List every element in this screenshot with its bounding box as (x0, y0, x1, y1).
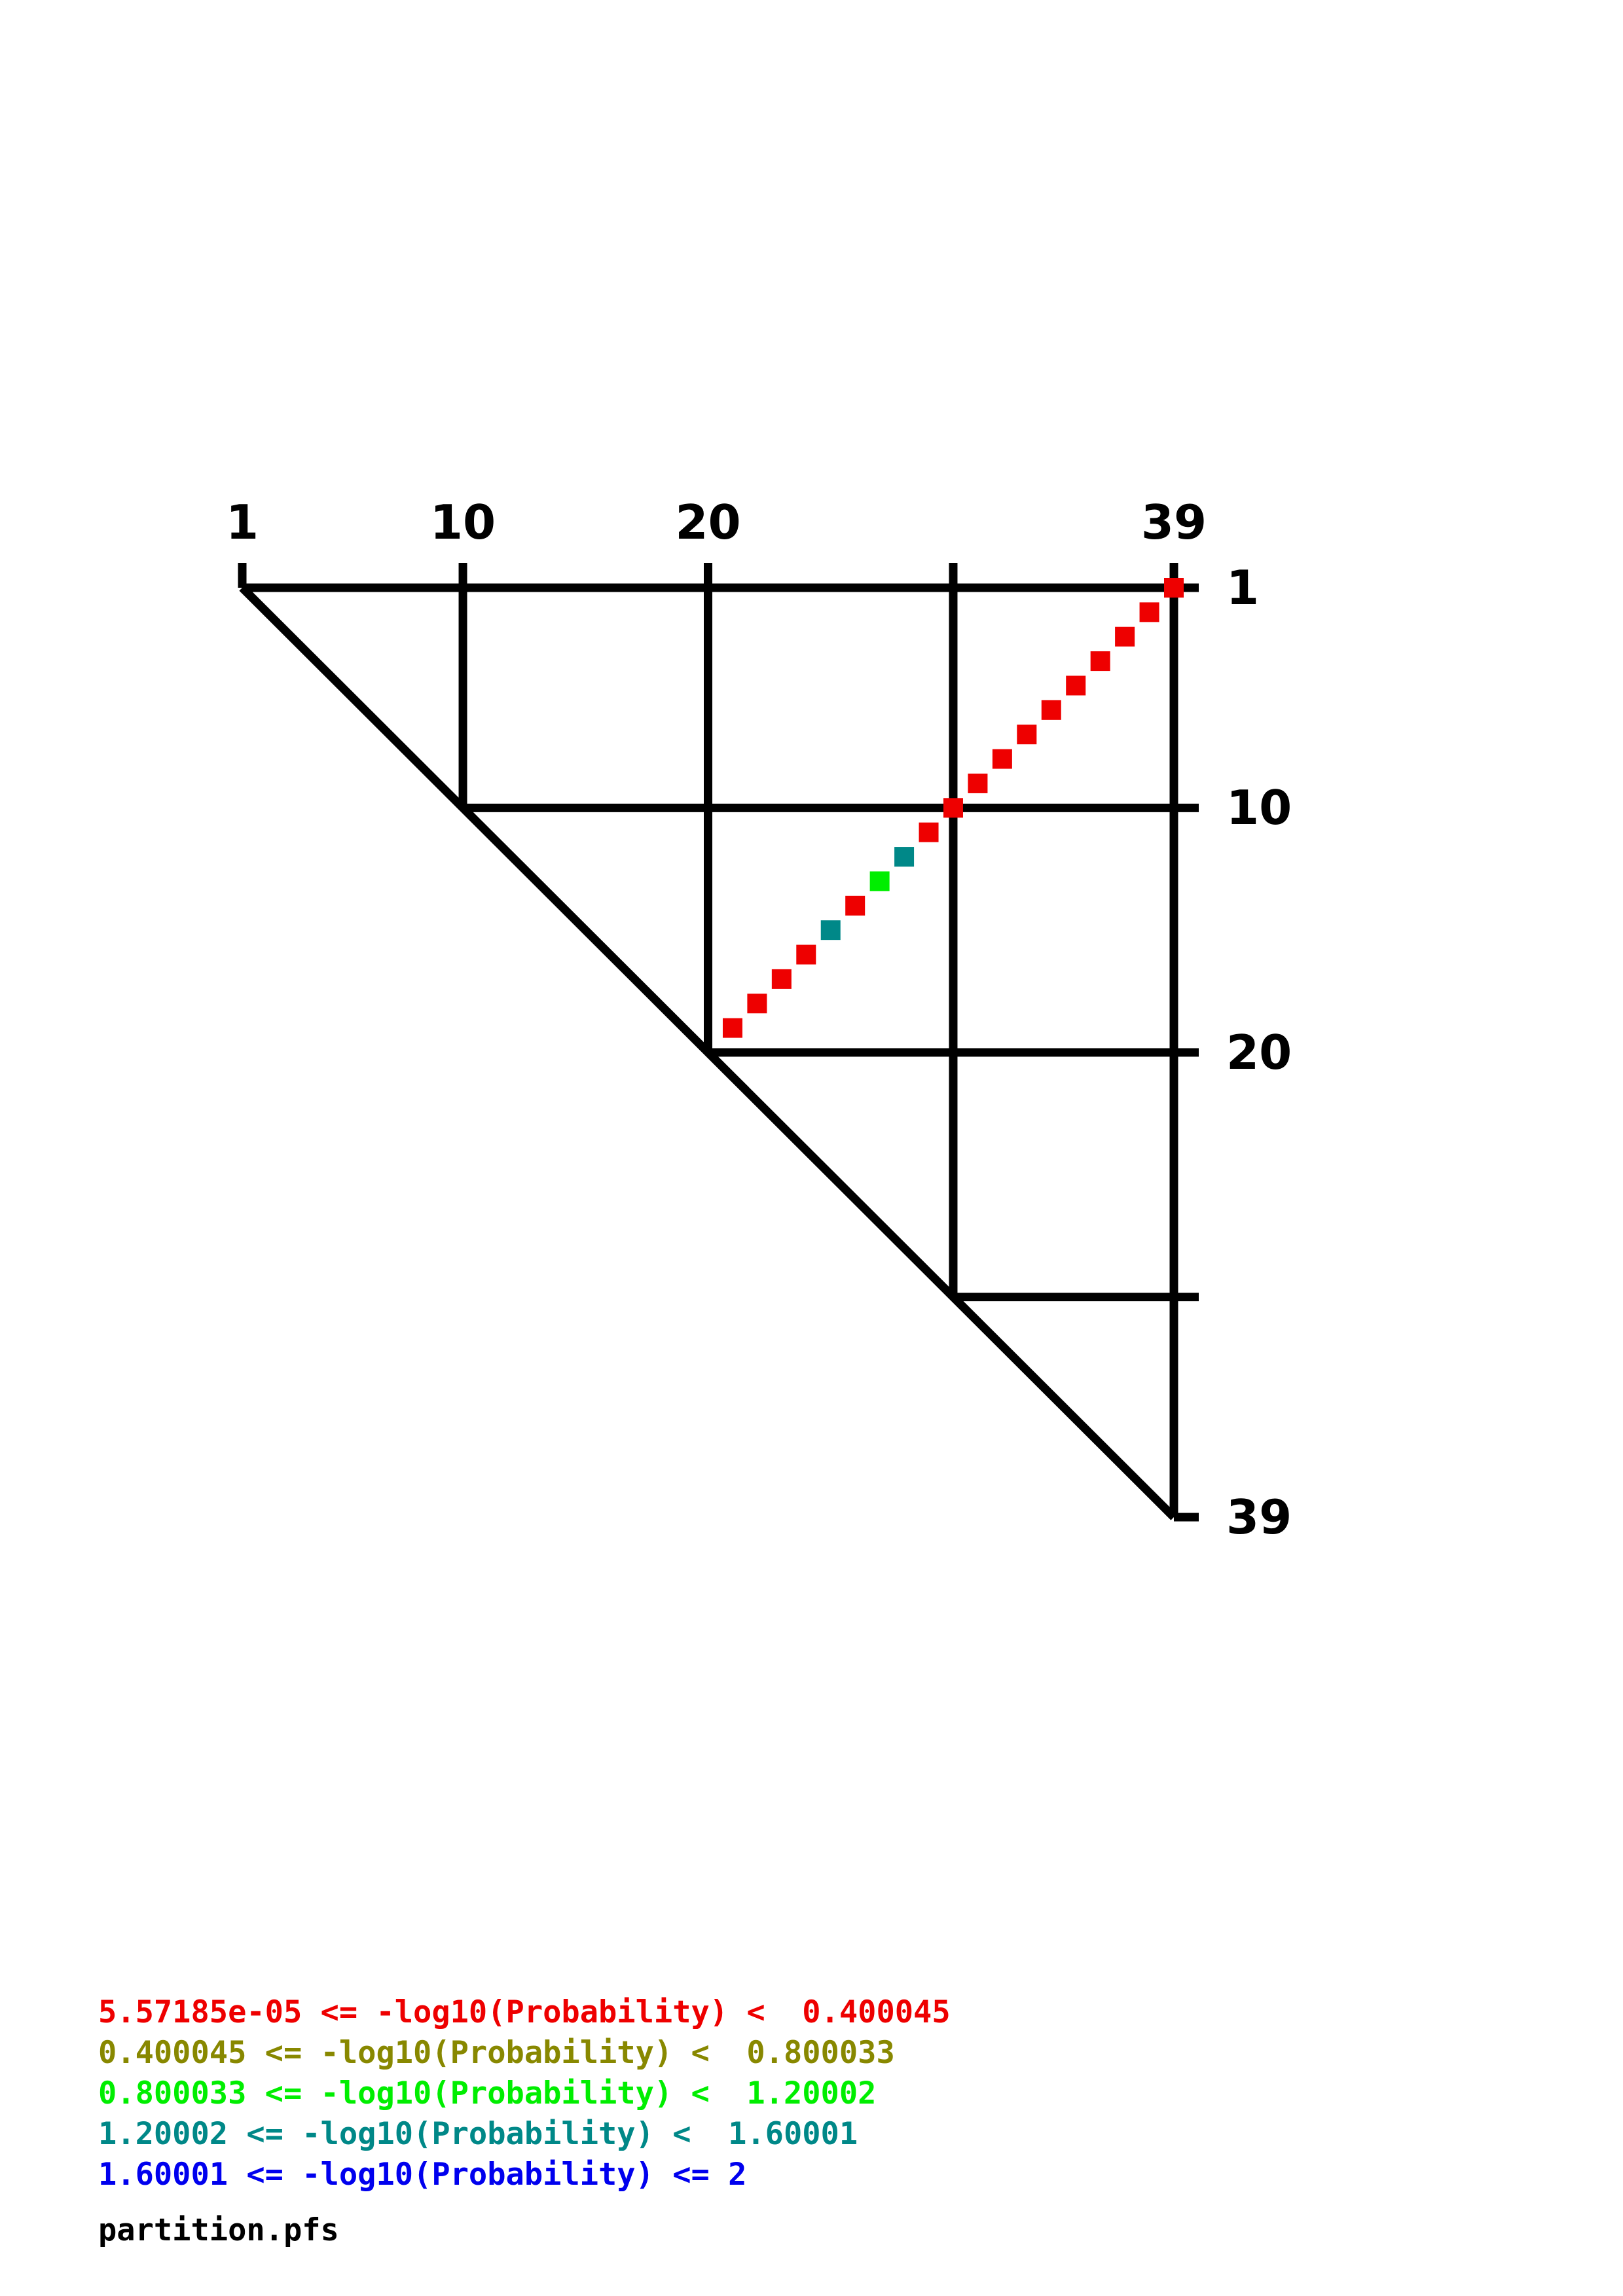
data-point-square (1066, 675, 1086, 696)
legend-entry: 0.400045 <= -log10(Probability) < 0.8000… (98, 2035, 895, 2071)
top-tick-label: 1 (225, 495, 259, 550)
legend: 5.57185e-05 <= -log10(Probability) < 0.4… (98, 1992, 951, 2195)
legend-entry: 1.20002 <= -log10(Probability) < 1.60001 (98, 2116, 858, 2152)
data-point-square (1139, 602, 1159, 622)
right-tick-label: 1 (1226, 560, 1260, 615)
right-tick-label: 20 (1226, 1025, 1292, 1080)
right-tick-label: 10 (1226, 780, 1292, 836)
data-point-square (1164, 578, 1184, 598)
data-point-square (1017, 725, 1037, 745)
file-name-label: partition.pfs (98, 2212, 339, 2248)
data-points (722, 578, 1184, 1038)
data-point-square (1090, 651, 1110, 672)
data-point-square (869, 871, 890, 891)
legend-entry: 0.800033 <= -log10(Probability) < 1.2000… (98, 2075, 877, 2111)
hypotenuse-line (239, 584, 1177, 1520)
data-point-square (771, 969, 792, 989)
diagonal-hypotenuse (239, 584, 1177, 1520)
data-point-square (894, 847, 915, 867)
right-tick-label: 39 (1226, 1490, 1292, 1545)
data-point-square (919, 822, 939, 842)
data-point-square (845, 895, 866, 916)
legend-entry: 1.60001 <= -log10(Probability) <= 2 (98, 2157, 747, 2193)
data-point-square (722, 1018, 742, 1038)
top-tick-label: 10 (429, 495, 496, 550)
grid-lines (238, 563, 1199, 1522)
data-point-square (747, 994, 767, 1014)
data-point-square (820, 920, 841, 941)
top-tick-label: 39 (1140, 495, 1207, 550)
legend-entry: 5.57185e-05 <= -log10(Probability) < 0.4… (98, 1994, 951, 2030)
data-point-square (992, 749, 1012, 769)
data-point-square (943, 798, 963, 818)
data-point-square (796, 944, 816, 965)
data-point-square (1115, 626, 1135, 647)
top-tick-label: 20 (675, 495, 741, 550)
data-point-square (968, 773, 988, 793)
data-point-square (1041, 700, 1061, 720)
